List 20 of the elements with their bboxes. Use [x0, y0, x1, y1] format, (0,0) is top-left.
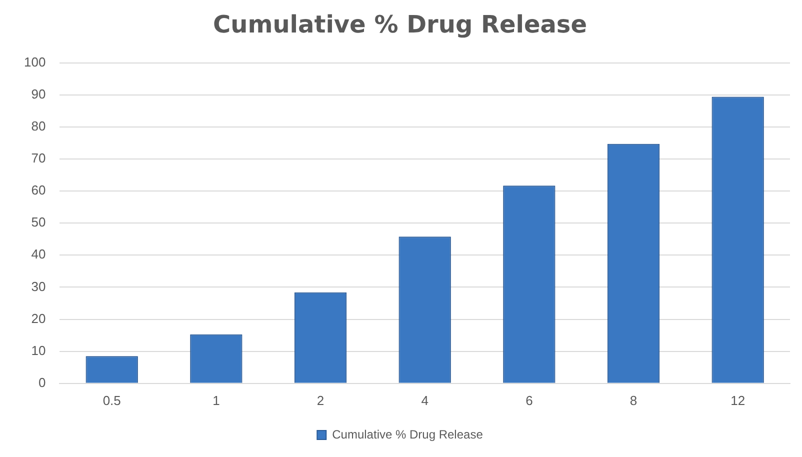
y-tick-label: 30 — [31, 278, 46, 294]
x-tick-label: 4 — [421, 392, 428, 408]
y-tick-label: 10 — [31, 342, 46, 358]
legend-label: Cumulative % Drug Release — [332, 427, 484, 442]
x-tick-label: 12 — [730, 392, 746, 408]
x-tick-label: 1 — [212, 392, 220, 408]
y-tick-label: 20 — [31, 310, 46, 326]
x-tick-label: 2 — [316, 392, 324, 408]
y-tick-label: 70 — [31, 150, 46, 166]
x-tick-label: 0.5 — [102, 392, 121, 408]
y-tick-label: 60 — [31, 182, 46, 198]
chart-title: Cumulative % Drug Release — [213, 10, 587, 39]
y-tick-label: 50 — [31, 214, 46, 230]
y-tick-label: 100 — [24, 54, 46, 70]
y-tick-label: 90 — [31, 86, 46, 102]
y-tick-label: 80 — [31, 118, 46, 134]
y-tick-label: 40 — [31, 246, 46, 262]
y-tick-label: 0 — [38, 374, 46, 390]
x-tick-label: 6 — [526, 392, 533, 408]
x-tick-label: 8 — [630, 392, 638, 408]
